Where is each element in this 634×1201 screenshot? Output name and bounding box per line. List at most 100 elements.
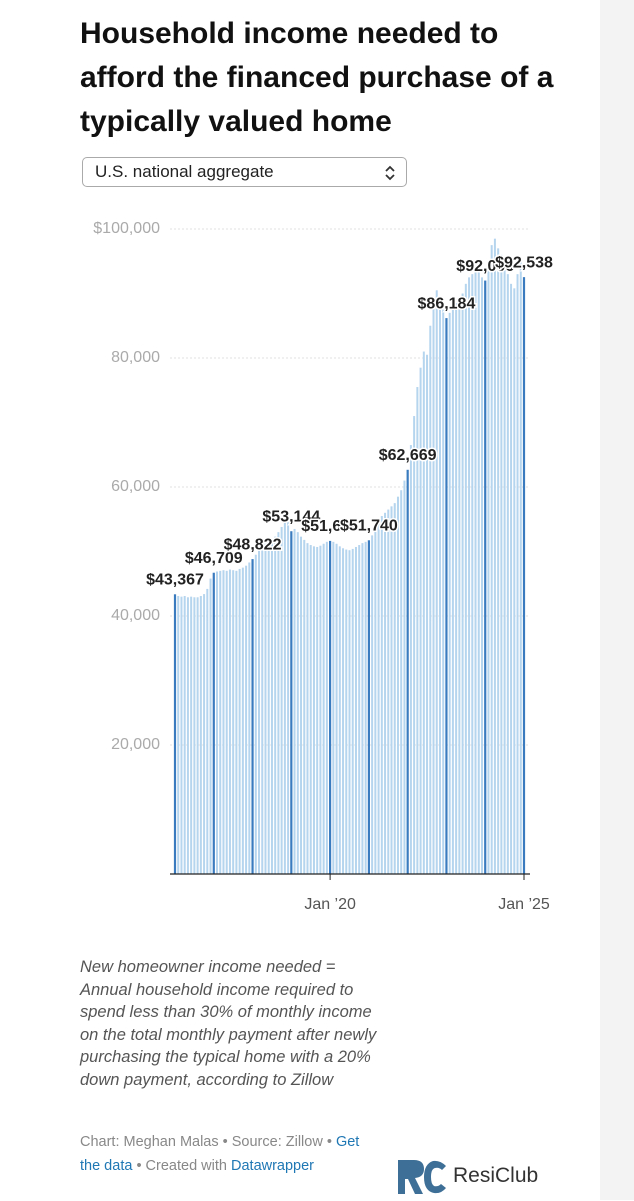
bar [506,274,509,874]
bar [228,569,231,874]
bar [497,248,500,875]
bar [290,531,293,874]
dropdown-chevron [385,165,395,181]
bar [348,550,351,874]
bar [306,543,309,874]
bar [287,521,290,874]
bar [409,445,412,874]
bar [325,541,328,874]
bar [396,496,399,874]
bar [432,303,435,874]
bar [303,539,306,874]
bar [193,597,196,874]
bar [186,597,189,874]
bar [222,570,225,874]
bar [258,550,261,874]
bar [361,543,364,874]
x-tick-label: Jan ’25 [498,896,550,913]
logo-icon [398,1160,446,1194]
bar [216,571,219,874]
bar [238,568,241,874]
bar [429,325,432,874]
bar [300,536,303,874]
bar [280,526,283,874]
bar [519,261,522,874]
bar [380,516,383,874]
bar [199,596,202,874]
data-link[interactable]: Get the data [80,1134,360,1174]
bar [461,293,464,874]
bar [332,541,335,874]
bar [487,261,490,874]
bar [342,548,345,874]
bar [173,594,177,874]
bar [474,267,477,874]
bar [351,548,354,874]
bar [400,490,403,874]
bar [406,469,409,874]
region-dropdown[interactable]: U.S. national aggregate [82,157,407,187]
value-label: $92,538 [495,254,553,271]
bar [232,570,235,874]
tool-link[interactable]: Datawrapper [231,1158,315,1174]
bar [190,596,193,874]
bar [251,559,254,874]
bar [484,280,487,875]
bar [471,274,474,874]
bar [490,245,493,874]
bar [267,541,270,874]
bar [416,387,419,874]
bar [455,303,458,874]
bar [464,283,467,874]
bar [458,299,461,874]
bar [219,570,222,874]
bar [522,277,526,875]
bar [293,528,296,874]
bar [296,532,299,874]
bar [419,367,422,874]
bar [241,567,244,874]
bar [451,309,454,874]
bar [426,354,429,874]
bar [264,543,267,874]
y-tick-label: 40,000 [111,607,160,624]
bar [422,351,425,874]
logo-text: ResiClub [453,1164,539,1187]
bar [390,506,393,874]
bar [261,546,264,874]
bar [316,546,319,874]
bar [435,290,438,874]
bar [335,543,338,874]
bar [374,528,377,874]
bar [319,545,322,874]
bar [480,277,483,874]
bar [196,597,199,874]
bar [329,540,332,874]
bar [270,539,273,874]
bar [212,572,215,874]
bar [338,546,341,874]
bar [513,288,516,875]
bar [309,545,312,874]
bar [312,546,315,874]
bar [371,535,374,874]
bar [209,578,212,874]
value-label: $51,740 [340,517,398,534]
bar [445,318,448,875]
bar [438,296,441,875]
bar [177,596,180,874]
bar [413,416,416,874]
value-label: $46,709 [185,550,243,567]
bar [377,522,380,874]
bar [493,238,496,875]
y-tick-label: $100,000 [93,220,160,237]
chart-title: Household income needed to afford the fi… [80,17,554,138]
credit-text: • Created with [136,1158,227,1174]
credits: Chart: Meghan Malas • Source: Zillow • G… [80,1130,370,1178]
bar [448,312,451,875]
bar [206,588,209,874]
bar [503,264,506,875]
value-label: $53,144 [262,508,320,525]
bar [367,540,370,874]
bar [384,512,387,874]
